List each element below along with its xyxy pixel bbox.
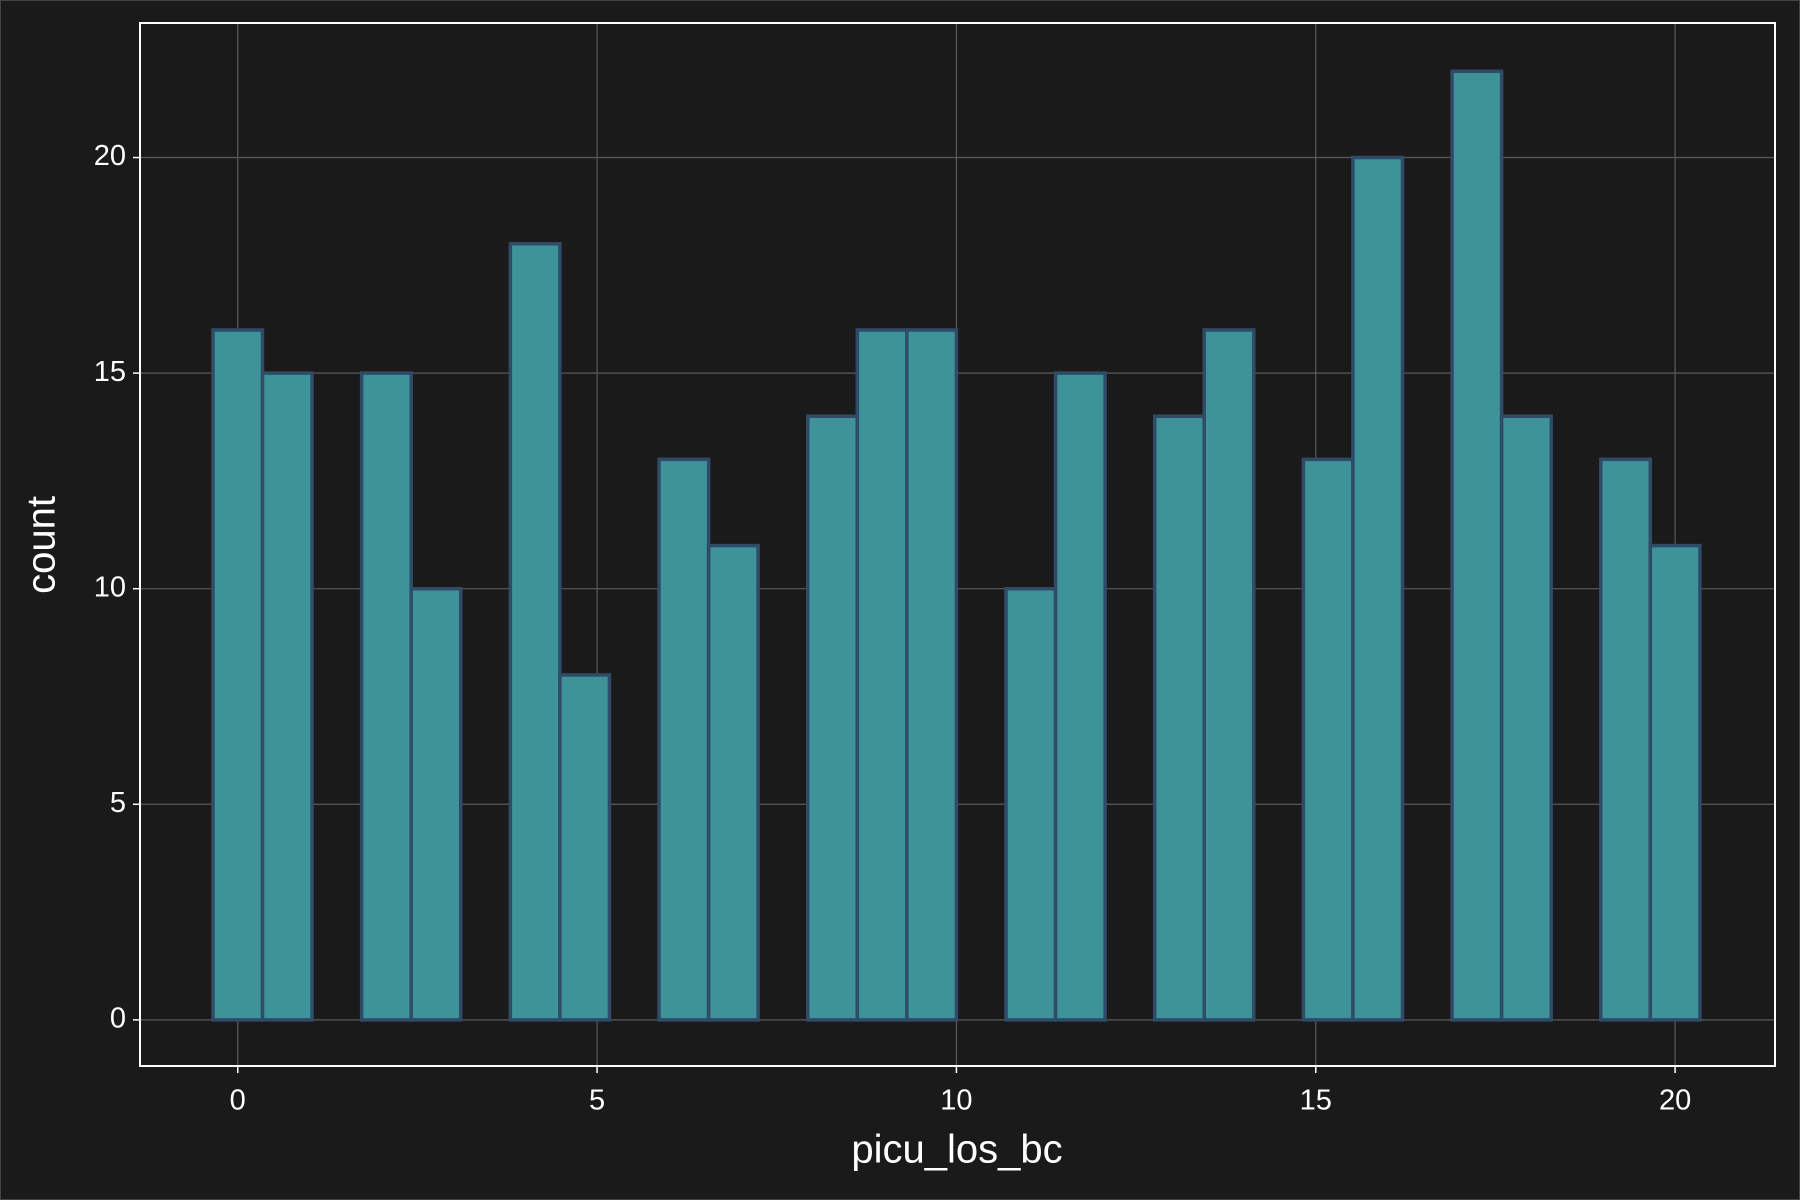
y-axis-title: count bbox=[20, 496, 64, 594]
bar bbox=[1004, 586, 1058, 1022]
bar bbox=[706, 543, 760, 1022]
bars bbox=[211, 69, 1702, 1022]
bar bbox=[1202, 328, 1256, 1022]
bar bbox=[260, 371, 314, 1022]
bar bbox=[211, 328, 265, 1022]
y-tick-label: 20 bbox=[94, 140, 126, 172]
bar bbox=[508, 242, 562, 1022]
bar bbox=[359, 371, 413, 1022]
x-tick-label: 10 bbox=[940, 1085, 972, 1117]
x-tick-label: 15 bbox=[1300, 1085, 1332, 1117]
bar bbox=[1499, 414, 1553, 1022]
bar bbox=[1599, 457, 1653, 1022]
bar bbox=[855, 328, 909, 1022]
y-tick-label: 15 bbox=[94, 356, 126, 388]
y-tick-label: 5 bbox=[110, 787, 126, 819]
x-axis-title: picu_los_bc bbox=[851, 1128, 1062, 1172]
x-tick-label: 20 bbox=[1659, 1085, 1691, 1117]
bar bbox=[409, 586, 463, 1022]
bar bbox=[1152, 414, 1206, 1022]
x-tick-label: 0 bbox=[230, 1085, 246, 1117]
bar bbox=[1351, 155, 1405, 1022]
bar bbox=[657, 457, 711, 1022]
x-tick-label: 5 bbox=[589, 1085, 605, 1117]
bar bbox=[805, 414, 860, 1022]
bar bbox=[905, 328, 959, 1022]
bar bbox=[1301, 457, 1355, 1022]
y-tick-label: 10 bbox=[94, 571, 126, 603]
bar bbox=[1648, 543, 1702, 1022]
bar bbox=[1053, 371, 1107, 1022]
y-tick-label: 0 bbox=[110, 1003, 126, 1035]
panel-border bbox=[139, 22, 1776, 1067]
bar bbox=[1450, 69, 1504, 1022]
bar bbox=[558, 673, 612, 1022]
